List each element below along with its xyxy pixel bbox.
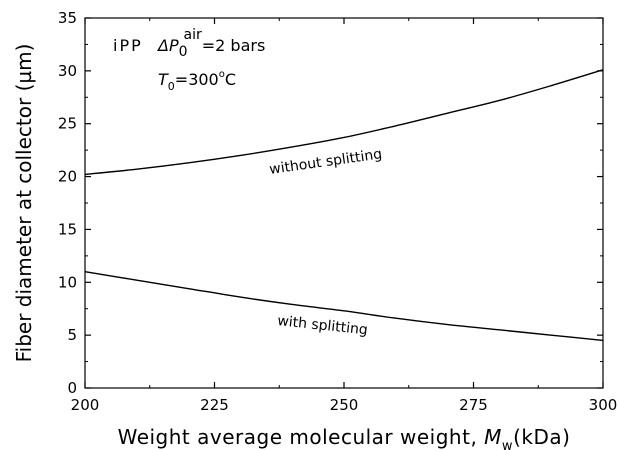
x-tick-label: 300 [589,396,618,414]
x-tick-label: 225 [200,396,229,414]
series-line-with-splitting [84,271,604,342]
y-tick-label: 15 [58,220,77,238]
y-tick-label: 10 [58,273,77,291]
annotation-pressure: ΔP0air=2 bars [156,27,265,60]
annotation-temperature: T0=300oC [158,69,236,93]
x-tick-label: 250 [330,396,359,414]
x-axis-title: Weight average molecular weight, Mw(kDa) [118,425,571,450]
x-axis-ticks: 200 225 250 275 300 [71,18,618,414]
label-without-splitting: without splitting [268,146,383,178]
plot-frame [84,17,604,389]
y-axis-ticks: 0 5 10 15 20 25 30 35 [58,9,603,397]
y-tick-label: 35 [58,9,77,27]
y-tick-label: 20 [58,168,77,186]
y-axis-title: Fiber diameter at collector (µm) [12,44,36,363]
x-tick-label: 200 [71,396,100,414]
y-tick-label: 25 [58,115,77,133]
annotation-conditions: iPP ΔP0air=2 bars T0=300oC [113,27,265,93]
x-tick-label: 275 [459,396,488,414]
y-tick-label: 5 [67,326,77,344]
y-tick-label: 30 [58,62,77,80]
label-with-splitting: with splitting [277,313,369,338]
annotation-material: iPP [113,36,143,55]
series-layer [84,69,604,342]
y-tick-label: 0 [67,379,77,397]
series-line-without-splitting [84,69,604,176]
